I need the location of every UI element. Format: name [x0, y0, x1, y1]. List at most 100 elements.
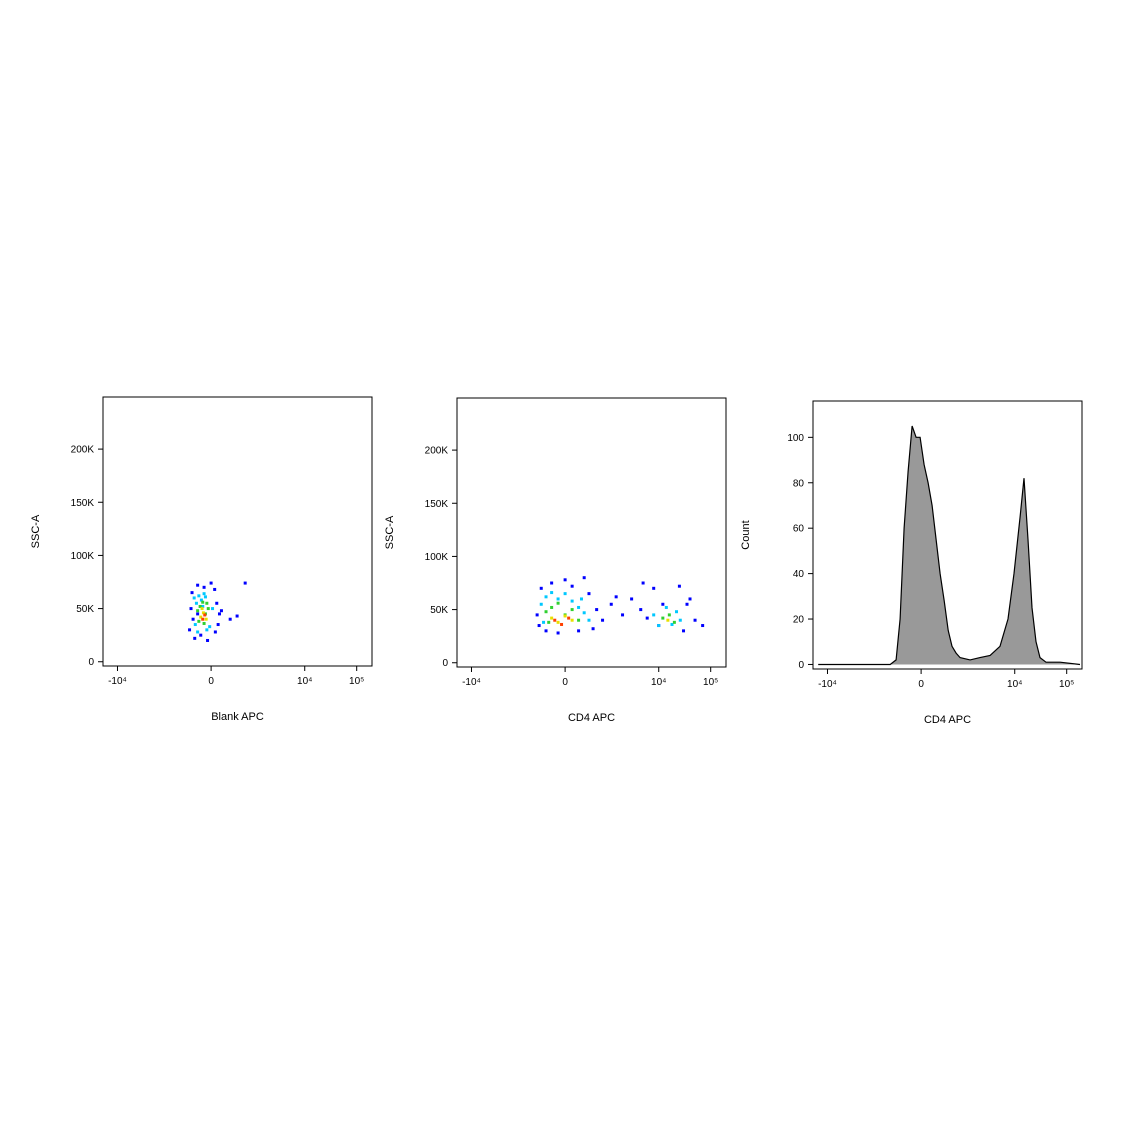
event-dot	[672, 620, 676, 624]
event-dot	[556, 631, 560, 635]
x-tick-label: 0	[562, 677, 568, 688]
panel: -10⁴ 0 10⁴ 10⁵ 0 50K 100K 150K 200K CD4 APC SSC-A	[384, 397, 727, 724]
event-dot	[661, 616, 665, 620]
y-tick-label: 20	[793, 615, 805, 626]
event-dot	[200, 607, 204, 611]
event-dot	[213, 587, 217, 591]
event-dot	[216, 623, 220, 627]
plot-frame	[102, 396, 373, 667]
plot-frame	[812, 400, 1083, 670]
event-dot	[563, 578, 567, 582]
event-dot	[556, 597, 560, 601]
event-dot	[553, 618, 557, 622]
event-dot	[579, 597, 583, 601]
x-tick-label: -10⁴	[108, 676, 127, 687]
event-dot	[587, 618, 591, 622]
x-tick-label: 10⁵	[703, 677, 718, 688]
event-dot	[667, 613, 671, 617]
y-axis-label: SSC-A	[30, 514, 42, 548]
event-dot	[202, 621, 206, 625]
x-axis-label: Blank APC	[211, 711, 264, 723]
event-dot	[544, 610, 548, 614]
y-tick-label: 50K	[430, 605, 448, 616]
event-dot	[199, 598, 203, 602]
event-dot	[205, 601, 209, 605]
event-dot	[641, 581, 645, 585]
event-dot	[203, 613, 207, 617]
histogram-outline	[818, 425, 1081, 666]
event-dot	[678, 618, 682, 622]
event-dot	[550, 605, 554, 609]
event-dot	[537, 624, 541, 628]
event-dot	[666, 618, 670, 622]
event-dot	[539, 586, 543, 590]
event-dot	[201, 617, 205, 621]
event-dot	[595, 608, 599, 612]
panel: -10⁴ 0 10⁴ 10⁵ 0 50K 100K 150K 200K Blank APC SSC-…	[30, 396, 373, 723]
event-dot	[189, 607, 193, 611]
event-dot	[199, 633, 203, 637]
event-dot	[209, 581, 213, 585]
event-dot	[192, 596, 196, 600]
x-tick-label: -10⁴	[462, 677, 481, 688]
event-dot	[544, 595, 548, 599]
event-dot	[550, 581, 554, 585]
event-dot	[587, 592, 591, 596]
event-dot	[211, 607, 215, 611]
event-dot	[591, 627, 595, 631]
y-tick-label: 200K	[425, 446, 449, 457]
y-tick-label: 0	[88, 657, 94, 668]
event-dot	[217, 612, 221, 616]
event-dot	[560, 622, 564, 626]
x-tick-label: 10⁴	[1007, 679, 1022, 690]
event-dot	[196, 612, 200, 616]
y-tick-label: 200K	[71, 445, 95, 456]
event-dot	[201, 604, 205, 608]
event-dot	[197, 619, 201, 623]
event-dot	[621, 613, 625, 617]
event-dot	[194, 601, 198, 605]
event-dot	[701, 624, 705, 628]
event-dot	[542, 620, 546, 624]
plot-frame	[456, 397, 727, 668]
event-dot	[693, 618, 697, 622]
event-dot	[196, 609, 200, 613]
y-tick-label: 150K	[71, 498, 95, 509]
event-dot	[645, 616, 649, 620]
event-dot	[639, 608, 643, 612]
x-tick-label: 0	[208, 676, 214, 687]
event-dot	[196, 630, 200, 634]
event-dot	[601, 618, 605, 622]
x-axis-label: CD4 APC	[924, 714, 971, 726]
event-dot	[228, 617, 232, 621]
event-dot	[685, 602, 689, 606]
event-dot	[570, 618, 574, 622]
event-dot	[609, 602, 613, 606]
event-dot	[204, 617, 208, 621]
event-dot	[657, 624, 661, 628]
event-dot	[570, 608, 574, 612]
event-dot	[201, 600, 205, 604]
x-tick-label: -10⁴	[818, 679, 837, 690]
event-dot	[577, 618, 581, 622]
y-tick-label: 100K	[71, 551, 95, 562]
x-tick-label: 10⁴	[651, 677, 666, 688]
event-dot	[208, 625, 212, 629]
y-tick-label: 0	[442, 658, 448, 669]
x-tick-label: 10⁵	[349, 676, 364, 687]
event-dot	[570, 584, 574, 588]
event-dot	[215, 601, 219, 605]
event-dot	[203, 595, 207, 599]
event-dot	[577, 605, 581, 609]
event-dot	[213, 630, 217, 634]
event-dot	[582, 576, 586, 580]
x-tick-label: 10⁴	[297, 676, 312, 687]
event-dot	[582, 611, 586, 615]
y-tick-label: 80	[793, 478, 805, 489]
event-dot	[614, 595, 618, 599]
x-tick-label: 0	[918, 679, 924, 690]
event-dot	[550, 591, 554, 595]
event-dot	[539, 602, 543, 606]
event-dot	[577, 629, 581, 633]
